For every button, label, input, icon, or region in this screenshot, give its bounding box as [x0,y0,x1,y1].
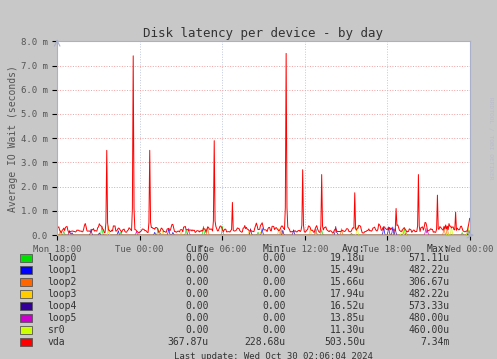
Title: Disk latency per device - by day: Disk latency per device - by day [144,27,383,40]
Text: 482.22u: 482.22u [409,265,450,275]
Text: loop1: loop1 [47,265,77,275]
Text: 460.00u: 460.00u [409,325,450,335]
Text: 15.66u: 15.66u [330,277,365,287]
Text: 0.00: 0.00 [262,289,286,299]
Text: loop4: loop4 [47,301,77,311]
Text: loop0: loop0 [47,253,77,263]
Text: 19.18u: 19.18u [330,253,365,263]
Text: 0.00: 0.00 [185,265,209,275]
Text: 228.68u: 228.68u [245,337,286,347]
Text: 0.00: 0.00 [185,301,209,311]
Text: 571.11u: 571.11u [409,253,450,263]
Text: 0.00: 0.00 [262,265,286,275]
Text: 0.00: 0.00 [262,313,286,323]
Text: 482.22u: 482.22u [409,289,450,299]
Text: 306.67u: 306.67u [409,277,450,287]
Text: 0.00: 0.00 [262,301,286,311]
Text: sr0: sr0 [47,325,65,335]
Text: 0.00: 0.00 [262,325,286,335]
Text: 16.52u: 16.52u [330,301,365,311]
Text: loop2: loop2 [47,277,77,287]
Text: 11.30u: 11.30u [330,325,365,335]
Text: Cur:: Cur: [185,244,209,254]
Text: 573.33u: 573.33u [409,301,450,311]
Text: Avg:: Avg: [342,244,365,254]
Text: Min:: Min: [262,244,286,254]
Text: loop3: loop3 [47,289,77,299]
Text: 0.00: 0.00 [185,289,209,299]
Text: 13.85u: 13.85u [330,313,365,323]
Text: vda: vda [47,337,65,347]
Y-axis label: Average IO Wait (seconds): Average IO Wait (seconds) [8,65,18,212]
Text: Last update: Wed Oct 30 02:06:04 2024: Last update: Wed Oct 30 02:06:04 2024 [174,352,373,359]
Text: Max:: Max: [426,244,450,254]
Text: 17.94u: 17.94u [330,289,365,299]
Text: 480.00u: 480.00u [409,313,450,323]
Text: 0.00: 0.00 [262,253,286,263]
Text: 0.00: 0.00 [185,277,209,287]
Text: RRDTOOL / TOBI OETIKER: RRDTOOL / TOBI OETIKER [489,97,494,180]
Text: 503.50u: 503.50u [324,337,365,347]
Text: 367.87u: 367.87u [167,337,209,347]
Text: loop5: loop5 [47,313,77,323]
Text: 0.00: 0.00 [185,313,209,323]
Text: 0.00: 0.00 [185,253,209,263]
Text: 0.00: 0.00 [185,325,209,335]
Text: 7.34m: 7.34m [420,337,450,347]
Text: 15.49u: 15.49u [330,265,365,275]
Text: 0.00: 0.00 [262,277,286,287]
